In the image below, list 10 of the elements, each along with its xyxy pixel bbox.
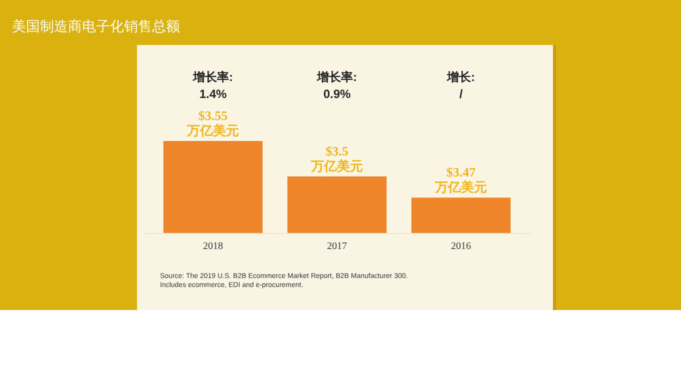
x-tick-label: 2018 xyxy=(203,241,223,252)
chart-title: 美国制造商电子化销售总额 xyxy=(12,18,180,34)
data-label: $3.47 万亿美元 xyxy=(434,164,487,195)
x-tick-label: 2016 xyxy=(451,241,471,252)
data-label: $3.5 万亿美元 xyxy=(310,143,363,174)
text: 增长率: 0.9% xyxy=(316,70,357,101)
data-label: $3.55 万亿美元 xyxy=(186,108,239,138)
text: 增长率: 1.4% xyxy=(192,70,233,101)
text: 增长: / xyxy=(446,70,475,101)
x-tick-label: 2017 xyxy=(327,241,347,252)
